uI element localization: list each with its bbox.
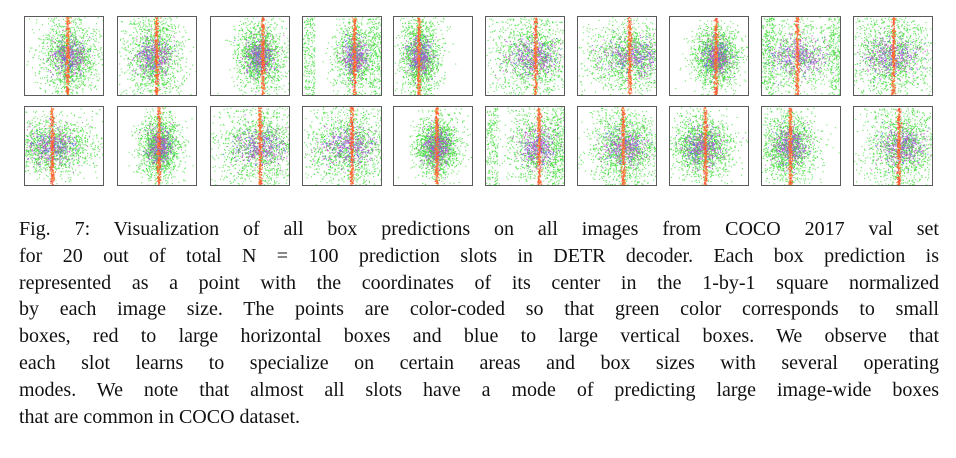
scatter-canvas (303, 17, 381, 95)
caption-line: represented as a point with the coordina… (19, 271, 939, 294)
scatter-canvas (25, 17, 103, 95)
scatter-canvas (394, 107, 472, 185)
scatter-canvas (394, 17, 472, 95)
slot-scatter-panel (669, 16, 749, 96)
slot-scatter-panel (210, 16, 290, 96)
slot-scatter-panel (485, 16, 565, 96)
scatter-canvas (211, 17, 289, 95)
scatter-canvas (486, 107, 564, 185)
caption-line: by each image size. The points are color… (19, 298, 939, 321)
slot-scatter-panel (761, 106, 841, 186)
slot-scatter-panel (302, 106, 382, 186)
scatter-canvas (211, 107, 289, 185)
caption-line: for 20 out of total N = 100 prediction s… (19, 244, 939, 267)
slot-scatter-panel (302, 16, 382, 96)
caption-line: modes. We note that almost all slots hav… (19, 378, 939, 401)
caption-line: each slot learns to specialize on certai… (19, 351, 939, 374)
slot-scatter-panel (485, 106, 565, 186)
slot-scatter-panel (117, 16, 197, 96)
scatter-canvas (118, 107, 196, 185)
scatter-canvas (670, 17, 748, 95)
slot-scatter-panel (853, 106, 933, 186)
scatter-canvas (118, 17, 196, 95)
slot-scatter-panel (393, 106, 473, 186)
scatter-canvas (578, 107, 656, 185)
slot-scatter-panel (393, 16, 473, 96)
caption-line: that are common in COCO dataset. (19, 405, 301, 428)
scatter-canvas (486, 17, 564, 95)
slot-scatter-panel (24, 16, 104, 96)
figure-caption: Fig. 7: Visualization of all box predict… (19, 216, 939, 430)
slot-scatter-panel (761, 16, 841, 96)
scatter-canvas (578, 17, 656, 95)
slot-scatter-panel (210, 106, 290, 186)
slot-scatter-panel (24, 106, 104, 186)
scatter-canvas (854, 107, 932, 185)
scatter-canvas (670, 107, 748, 185)
slot-scatter-panel (117, 106, 197, 186)
slot-scatter-panel (577, 106, 657, 186)
scatter-canvas (854, 17, 932, 95)
scatter-canvas (762, 17, 840, 95)
slot-prediction-figure (0, 0, 956, 200)
slot-scatter-panel (577, 16, 657, 96)
caption-line: boxes, red to large horizontal boxes and… (19, 325, 939, 348)
caption-line: Fig. 7: Visualization of all box predict… (19, 218, 939, 240)
slot-scatter-panel (669, 106, 749, 186)
scatter-canvas (762, 107, 840, 185)
slot-scatter-panel (853, 16, 933, 96)
scatter-canvas (303, 107, 381, 185)
scatter-canvas (25, 107, 103, 185)
